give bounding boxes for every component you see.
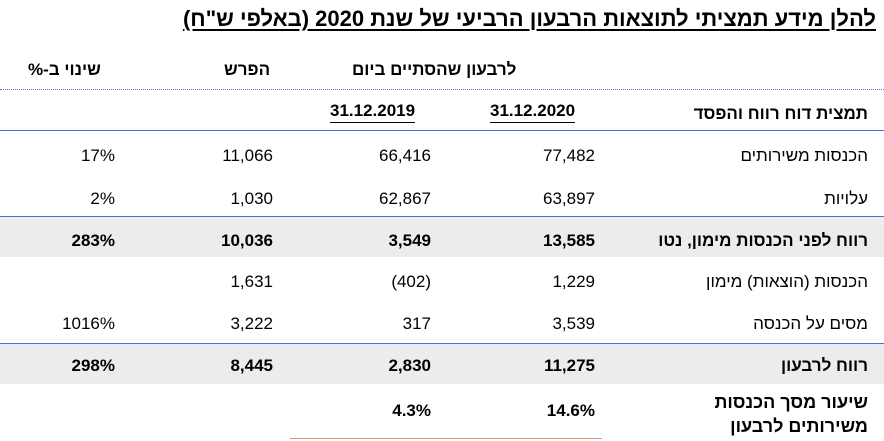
row-shade-quarter-profit — [0, 343, 884, 384]
row-revenue-change: 17% — [80, 146, 115, 165]
row-costs-2020: 63,897 — [543, 189, 595, 208]
row-financing-diff: 1,631 — [230, 272, 273, 291]
row-operating-profit-label: רווח לפני הכנסות מימון, נטו — [658, 231, 868, 250]
row-tax-2019: 317 — [402, 314, 431, 333]
table-bottom-rule — [290, 438, 602, 439]
header-date-2020: 31.12.2020 — [490, 101, 576, 123]
header-quarter: לרבעון שהסתיים ביום — [352, 60, 517, 79]
row-margin-2019: 4.3% — [392, 401, 431, 420]
row-quarter-profit-label: רווח לרבעון — [780, 356, 868, 375]
row-revenue-label: הכנסות משירותים — [740, 146, 868, 165]
header-diff: הפרש — [224, 60, 271, 79]
row-tax-diff: 3,222 — [230, 314, 273, 333]
header-statement: תמצית דוח רווח והפסד — [693, 104, 868, 123]
row-operating-profit-change: 283% — [71, 231, 115, 250]
header-separator-dotted — [0, 89, 884, 90]
row-operating-profit-2019: 3,549 — [388, 231, 431, 250]
row-quarter-profit-2020: 11,275 — [543, 356, 595, 375]
row-margin-label-line1: שיעור מסך הכנסות — [714, 392, 869, 412]
page-title: להלן מידע תמציתי לתוצאות הרבעון הרביעי ש… — [182, 6, 876, 31]
row-financing-label: הכנסות (הוצאות) מימון — [706, 272, 868, 291]
row-tax-label: מסים על הכנסה — [753, 314, 868, 333]
row-financing-2020: 1,229 — [552, 272, 595, 291]
row-revenue-2020: 77,482 — [543, 146, 595, 165]
row-operating-profit-diff: 10,036 — [221, 231, 273, 250]
row-quarter-profit-change: 298% — [71, 356, 115, 375]
row-shade-operating-profit — [0, 216, 884, 257]
row-financing-2019: (402) — [391, 272, 431, 291]
row-margin-2020: 14.6% — [546, 401, 595, 420]
header-change: שינוי ב-% — [28, 60, 101, 79]
row-operating-profit-2020: 13,585 — [543, 231, 595, 250]
row-costs-diff: 1,030 — [230, 189, 273, 208]
row-quarter-profit-diff: 8,445 — [230, 356, 273, 375]
table-top-border — [0, 130, 884, 131]
header-date-2019: 31.12.2019 — [330, 101, 416, 123]
row-margin-label-line2: משירותים לרבעון — [730, 416, 868, 436]
row-costs-change: 2% — [90, 189, 115, 208]
row-quarter-profit-2019: 2,830 — [388, 356, 431, 375]
row-revenue-diff: 11,066 — [222, 146, 273, 165]
row-revenue-2019: 66,416 — [379, 146, 431, 165]
row-costs-2019: 62,867 — [379, 189, 431, 208]
row-tax-change: 1016% — [62, 314, 115, 333]
row-costs-label: עלויות — [824, 189, 868, 208]
row-tax-2020: 3,539 — [552, 314, 595, 333]
